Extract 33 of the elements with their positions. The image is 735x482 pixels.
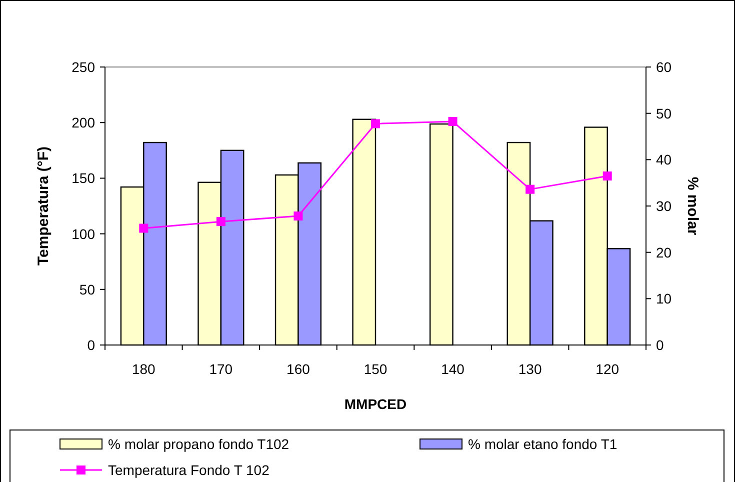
- y2-tick-label: 10: [656, 290, 672, 307]
- x-tick-label: 130: [518, 361, 542, 377]
- y-tick-label: 50: [79, 281, 96, 298]
- y-tick-label: 100: [72, 226, 96, 242]
- point: [448, 116, 458, 126]
- y2-tick-label: 40: [656, 152, 672, 168]
- y-axis-title: Temperatura (°F): [35, 146, 52, 266]
- x-tick-label: 120: [596, 361, 620, 377]
- point: [216, 217, 226, 226]
- x-axis-title: MMPCED: [344, 396, 407, 412]
- point: [294, 212, 303, 221]
- x-tick-label: 140: [441, 361, 465, 377]
- point: [139, 224, 148, 233]
- y2-tick-label: 20: [656, 244, 672, 260]
- y2-tick-label: 60: [656, 59, 672, 75]
- point: [526, 184, 535, 194]
- y-tick-label: 0: [87, 337, 96, 353]
- x-tick-label: 180: [132, 361, 156, 377]
- y2-tick-label: 50: [656, 105, 672, 122]
- x-tick-label: 170: [209, 361, 233, 377]
- y-tick-label: 150: [72, 170, 96, 186]
- y2-tick-label: 30: [656, 198, 672, 214]
- y2-axis-title: % molar: [684, 176, 701, 236]
- y-tick-label: 250: [72, 59, 96, 75]
- x-tick-label: 150: [364, 361, 388, 377]
- y2-tick-label: 0: [656, 337, 664, 353]
- legend-label: % molar propano fondo T102: [108, 436, 290, 452]
- x-tick-label: 160: [286, 361, 310, 377]
- y-tick-label: 200: [72, 114, 96, 131]
- point: [371, 119, 380, 128]
- legend-label: % molar etano fondo T1: [468, 436, 618, 452]
- point: [602, 171, 612, 180]
- legend-label: Temperatura Fondo T 102: [108, 462, 270, 478]
